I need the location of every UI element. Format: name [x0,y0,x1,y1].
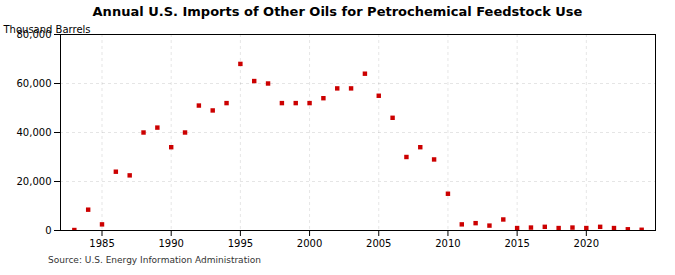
svg-text:2000: 2000 [297,238,322,249]
svg-text:2005: 2005 [366,238,391,249]
svg-text:60,000: 60,000 [17,78,52,89]
svg-text:40,000: 40,000 [17,127,52,138]
svg-text:0: 0 [45,225,51,236]
svg-text:1990: 1990 [158,238,183,249]
svg-text:1985: 1985 [89,238,114,249]
html-text:Source: U.S. Energy Informatio: Source: U.S. Energy Information Administ… [48,255,261,265]
svg-text:2010: 2010 [435,238,460,249]
svg-text:20,000: 20,000 [17,176,52,187]
svg-text:1995: 1995 [228,238,253,249]
svg-text:Thousand Barrels: Thousand Barrels [3,24,91,35]
html-text:Annual U.S. Imports of Other O: Annual U.S. Imports of Other Oils for Pe… [92,4,583,19]
svg-text:2020: 2020 [574,238,599,249]
svg-text:2015: 2015 [504,238,529,249]
